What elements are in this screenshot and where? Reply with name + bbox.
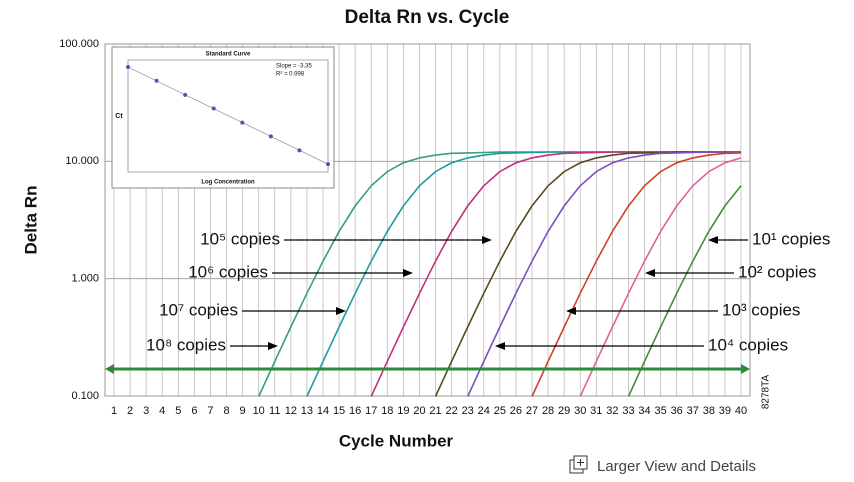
inset-title: Standard Curve [206,52,251,58]
x-tick-label: 16 [349,405,361,417]
expand-icon[interactable] [577,459,584,466]
annotation: 10¹ copies [752,229,830,248]
y-tick-label: 100.000 [59,38,99,50]
inset-annotation: R² = 0.998 [276,72,305,78]
inset-annotation: Slope = -3.35 [276,64,313,70]
annotation-arrowhead [645,269,655,277]
amplification-curve [531,152,742,397]
standard-point [126,65,130,70]
x-tick-label: 12 [285,405,297,417]
x-tick-label: 19 [397,405,409,417]
x-tick-label: 28 [542,405,554,417]
annotation: 10⁵ copies [200,229,280,248]
x-tick-label: 24 [478,405,490,417]
x-tick-label: 3 [143,405,149,417]
standard-point [297,148,302,153]
x-tick-label: 21 [429,405,441,417]
inset-plot-area [127,59,329,173]
y-axis-label: Delta Rn [21,186,40,255]
x-tick-label: 7 [207,405,213,417]
x-tick-label: 13 [301,405,313,417]
y-tick-label: 10.000 [65,155,99,167]
annotation: 10⁶ copies [188,262,268,281]
annotation-arrowhead [495,342,505,350]
x-tick-label: 11 [269,405,280,417]
x-tick-label: 33 [622,405,634,417]
annotation-arrowhead [566,307,576,315]
x-tick-label: 4 [159,405,165,417]
standard-point [240,120,245,125]
x-tick-label: 1 [111,405,117,417]
amplification-curve [466,151,741,397]
amplification-curve [627,185,742,397]
x-tick-label: 37 [687,405,699,417]
amplification-curve [579,157,742,397]
x-tick-label: 38 [703,405,715,417]
annotation: 10² copies [738,262,816,281]
x-tick-label: 5 [175,405,181,417]
x-tick-label: 14 [317,405,329,417]
x-tick-label: 15 [333,405,345,417]
x-tick-label: 9 [240,405,246,417]
x-tick-label: 23 [462,405,474,417]
x-tick-label: 6 [191,405,197,417]
x-tick-label: 18 [381,405,393,417]
standard-point [268,134,273,139]
x-tick-label: 39 [719,405,731,417]
figure-id: 8278TA [761,375,772,410]
x-tick-label: 10 [253,405,265,417]
annotation: 10³ copies [722,300,800,319]
standard-point [326,162,330,167]
x-tick-label: 35 [654,405,666,417]
standard-point [183,92,188,97]
annotation: 10⁸ copies [146,335,226,354]
x-tick-label: 17 [365,405,377,417]
x-tick-label: 20 [413,405,425,417]
chart-title: Delta Rn vs. Cycle [345,7,510,28]
standard-point [211,106,216,111]
annotation: 10⁴ copies [708,335,788,354]
fit-line [127,66,329,165]
x-tick-label: 27 [526,405,538,417]
x-tick-label: 34 [638,405,650,417]
x-axis-label: Cycle Number [339,431,454,450]
annotation-arrowhead [482,236,492,244]
link-text[interactable]: Larger View and Details [597,458,756,475]
x-tick-label: 26 [510,405,522,417]
x-tick-label: 32 [606,405,618,417]
y-tick-label: 0.100 [71,390,99,402]
standard-point [154,78,159,83]
x-tick-label: 31 [590,405,602,417]
annotation-arrowhead [708,236,718,244]
x-tick-label: 8 [223,405,229,417]
inset-x-label: Log Concentration [201,180,255,186]
x-tick-label: 36 [671,405,683,417]
annotation-arrowhead [336,307,346,315]
y-tick-label: 1.000 [71,273,99,285]
x-tick-label: 25 [494,405,506,417]
x-tick-label: 2 [127,405,133,417]
annotation-arrowhead [268,342,278,350]
inset-y-label: Ct [115,113,123,120]
x-tick-label: 30 [574,405,586,417]
x-tick-label: 40 [735,405,747,417]
x-tick-label: 22 [445,405,457,417]
larger-view-link[interactable]: Larger View and Details [569,455,756,475]
x-tick-label: 29 [558,405,570,417]
annotation: 10⁷ copies [159,300,238,319]
annotation-arrowhead [403,269,413,277]
